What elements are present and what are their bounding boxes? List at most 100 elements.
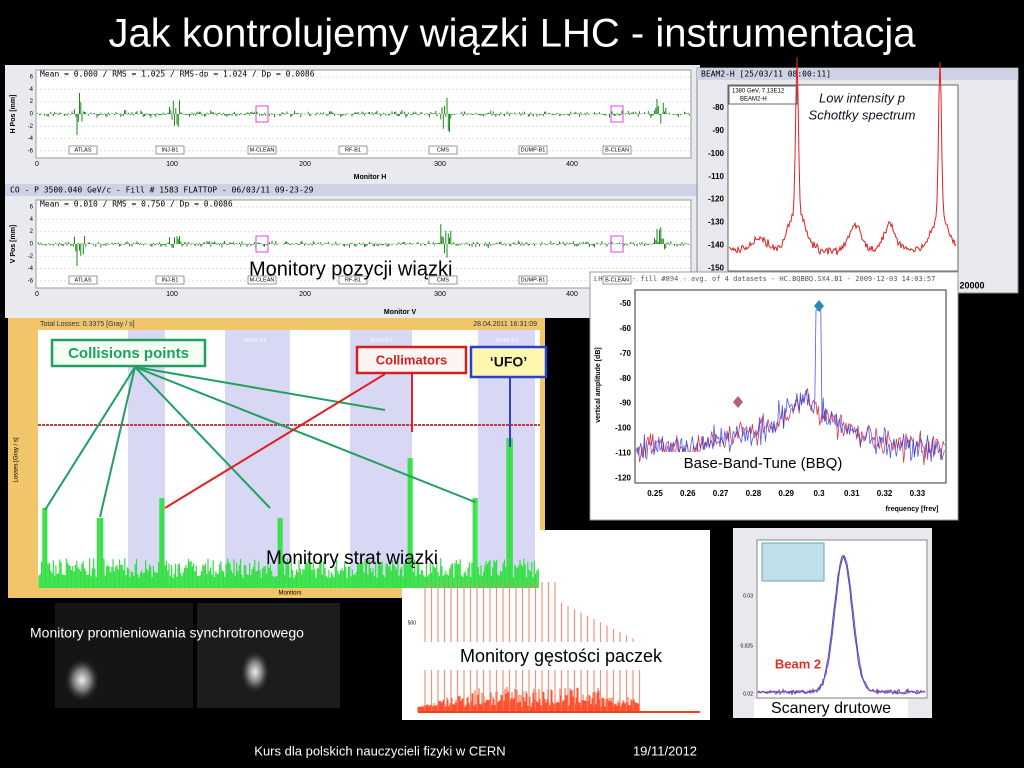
wire-panel: 0.03 0.025 0.02 Beam 2 — [733, 528, 932, 718]
label: Collisions points — [68, 345, 189, 362]
stats: Mean = 0.010 / RMS = 0.750 / Dp = 0.0086 — [40, 200, 233, 209]
marker-label: CMS — [437, 277, 450, 283]
y-label: V Pos [mm] — [10, 225, 17, 264]
marker-box — [428, 145, 458, 155]
position-trace — [36, 93, 690, 135]
x-tick-label: 0.26 — [680, 489, 696, 498]
bbq-marker — [814, 300, 824, 312]
y-label: H Pos [mm] — [10, 95, 17, 134]
sector-label: Sector 6-7 — [369, 337, 392, 343]
label: ‘UFO’ — [490, 354, 527, 370]
schottky-panel: BEAM2-H [25/03/11 08:00:11] 1380 GeV, 7.… — [696, 67, 1019, 294]
caption: Monitory promieniowania synchrotronowego — [30, 625, 304, 641]
y-tick-label: 4 — [30, 217, 34, 223]
x-label: frequency [frev] — [886, 506, 939, 513]
y-tick-label: -80 — [619, 374, 631, 383]
y-tick-label: -110 — [708, 172, 724, 181]
y-tick-label: -60 — [619, 324, 631, 333]
beam-spot — [64, 658, 100, 702]
label: Collimators — [376, 352, 448, 367]
marker-box — [247, 145, 277, 155]
y-label: vertical amplitude [dB] — [595, 347, 602, 422]
x-tick-label: 100 — [166, 291, 178, 298]
marker-label: RF-B1 — [345, 277, 361, 283]
y-tick-label: -100 — [615, 424, 632, 433]
arrow — [44, 366, 136, 511]
y-tick-label: -130 — [708, 218, 725, 227]
caption: Base-Band-Tune (BBQ) — [684, 455, 843, 472]
marker-label: B-CLEAN — [605, 277, 629, 283]
highlight — [610, 235, 624, 253]
x-tick-label: 200 — [299, 161, 311, 168]
sector-label: Sector 7-8 — [432, 337, 455, 343]
y-tick-label: -90 — [619, 399, 631, 408]
marker-box — [602, 275, 632, 285]
y-tick-label: -2 — [28, 124, 34, 130]
stats: Mean = 0.000 / RMS = 1.025 / RMS-dp = 1.… — [40, 70, 315, 79]
marker-box — [68, 275, 98, 285]
arrow — [134, 366, 476, 503]
header: Total Losses: 0.3375 [Gray / s] — [40, 321, 135, 328]
y-tick-label: 2 — [30, 229, 34, 235]
marker-box — [518, 275, 548, 285]
caption: Monitory gęstości paczek — [460, 646, 663, 666]
annotation: Low intensity p — [819, 90, 905, 105]
y-tick-label: -6 — [28, 278, 34, 284]
caption-bg — [420, 642, 692, 670]
caption: Monitory strat wiązki — [266, 548, 438, 569]
synchrotron-panel: Monitory promieniowania synchrotronowego — [30, 603, 340, 708]
wire-trace — [757, 554, 926, 696]
bbq-marker — [733, 396, 743, 408]
x-tick-label: 0.28 — [746, 489, 762, 498]
marker-label: M-CLEAN — [250, 147, 275, 153]
sector-label: Sector 8-1 — [495, 337, 518, 343]
x-tick-label: 0.31 — [844, 489, 860, 498]
bbq-panel: LHC - B1 - fill #894 - avg. of 4 dataset… — [589, 271, 959, 521]
slide-title: Jak kontrolujemy wiązki LHC - instrument… — [109, 12, 917, 56]
footer-course: Kurs dla polskich nauczycieli fizyki w C… — [254, 743, 505, 758]
y-tick-label: -120 — [708, 195, 725, 204]
y-tick-label: -4 — [28, 136, 34, 142]
arrow — [134, 366, 271, 509]
marker-label: ATLAS — [74, 147, 91, 153]
marker-label: M-CLEAN — [250, 277, 275, 283]
sector-label: Sector 5-6 — [306, 337, 329, 343]
y-tick-label: -140 — [708, 241, 725, 250]
y-tick-label: 0.02 — [743, 691, 753, 697]
sector-label: Sector 4-5 — [243, 337, 266, 343]
marker-label: INJ-B1 — [162, 277, 179, 283]
y-tick-label: 0.03 — [743, 593, 753, 599]
x-tick-label: 0 — [35, 291, 39, 298]
y-tick-label: -150 — [708, 263, 725, 272]
x-label: Monitor H — [354, 174, 387, 181]
y-tick-label: -6 — [28, 148, 34, 154]
x-tick-label: 200 — [299, 291, 311, 298]
x-tick-label: 0 — [35, 161, 39, 168]
arrow — [134, 366, 386, 411]
x-tick-label: 0.25 — [647, 489, 663, 498]
annotation: Schottky spectrum — [809, 107, 916, 122]
header: LHC - B1 - fill #894 - avg. of 4 dataset… — [594, 275, 935, 283]
label-box — [50, 338, 207, 368]
schottky-trace — [728, 57, 957, 256]
arrow — [164, 373, 386, 509]
y-tick-label: -50 — [619, 299, 631, 308]
y-tick-label: -2 — [28, 254, 34, 260]
title-bar — [697, 68, 1018, 80]
marker-box — [247, 275, 277, 285]
plot-area — [634, 289, 947, 484]
position-trace — [37, 224, 690, 266]
y-tick-label: -110 — [615, 449, 631, 458]
marker-box — [338, 275, 368, 285]
x-tick-label: 300 — [434, 161, 446, 168]
legend — [728, 85, 798, 105]
x-tick-label: 0.29 — [778, 489, 794, 498]
highlight — [255, 235, 269, 253]
beam-spot — [240, 650, 270, 694]
y-tick-label: 0 — [30, 111, 34, 117]
header-bar — [5, 184, 700, 196]
y-tick-label: 2 — [30, 99, 34, 105]
y-tick-label: 0 — [30, 241, 34, 247]
